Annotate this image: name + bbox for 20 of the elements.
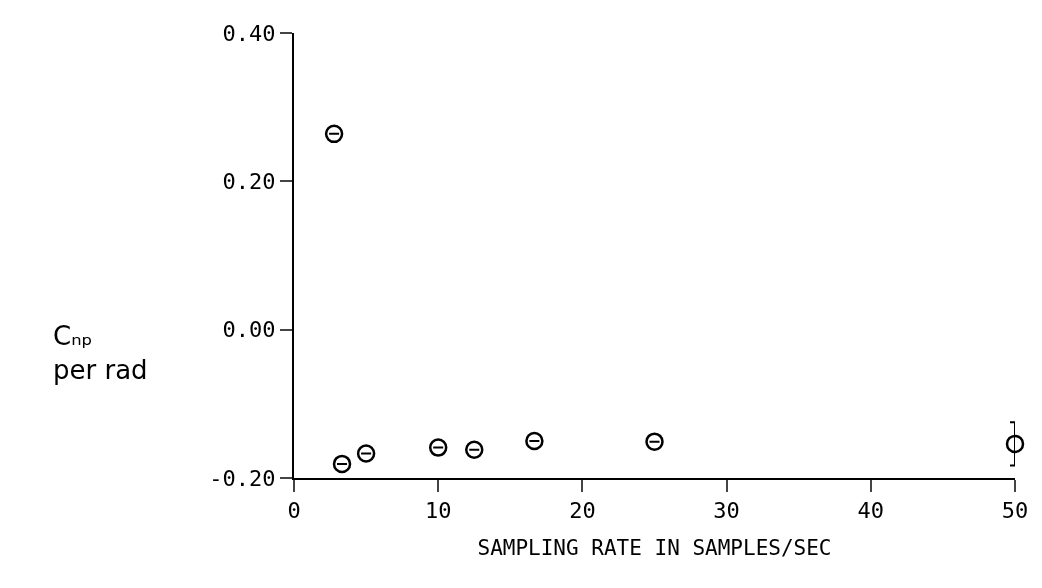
y-tick-label: -0.20 [209,465,276,491]
point [356,444,376,463]
point [332,454,352,474]
y-tick-label: 0.20 [222,169,276,195]
y-tick-label: 0.00 [222,317,276,343]
point [324,124,344,144]
point [645,432,664,451]
x-tick-label: 10 [424,498,452,524]
point [465,440,484,460]
x-tick-label: 40 [857,498,885,524]
point [428,438,448,457]
point [1005,434,1025,454]
x-tick-label: 30 [713,498,740,524]
x-tick-label: 0 [287,498,301,524]
x-tick-label: 20 [569,498,596,524]
point [525,431,544,451]
x-axis-title: SAMPLING RATE IN SAMPLES/SEC [477,536,832,561]
x-tick-label: 50 [1001,498,1029,524]
y-tick-label: 0.40 [222,20,276,46]
y-axis-title: Cₙₚ per rad [53,321,148,385]
